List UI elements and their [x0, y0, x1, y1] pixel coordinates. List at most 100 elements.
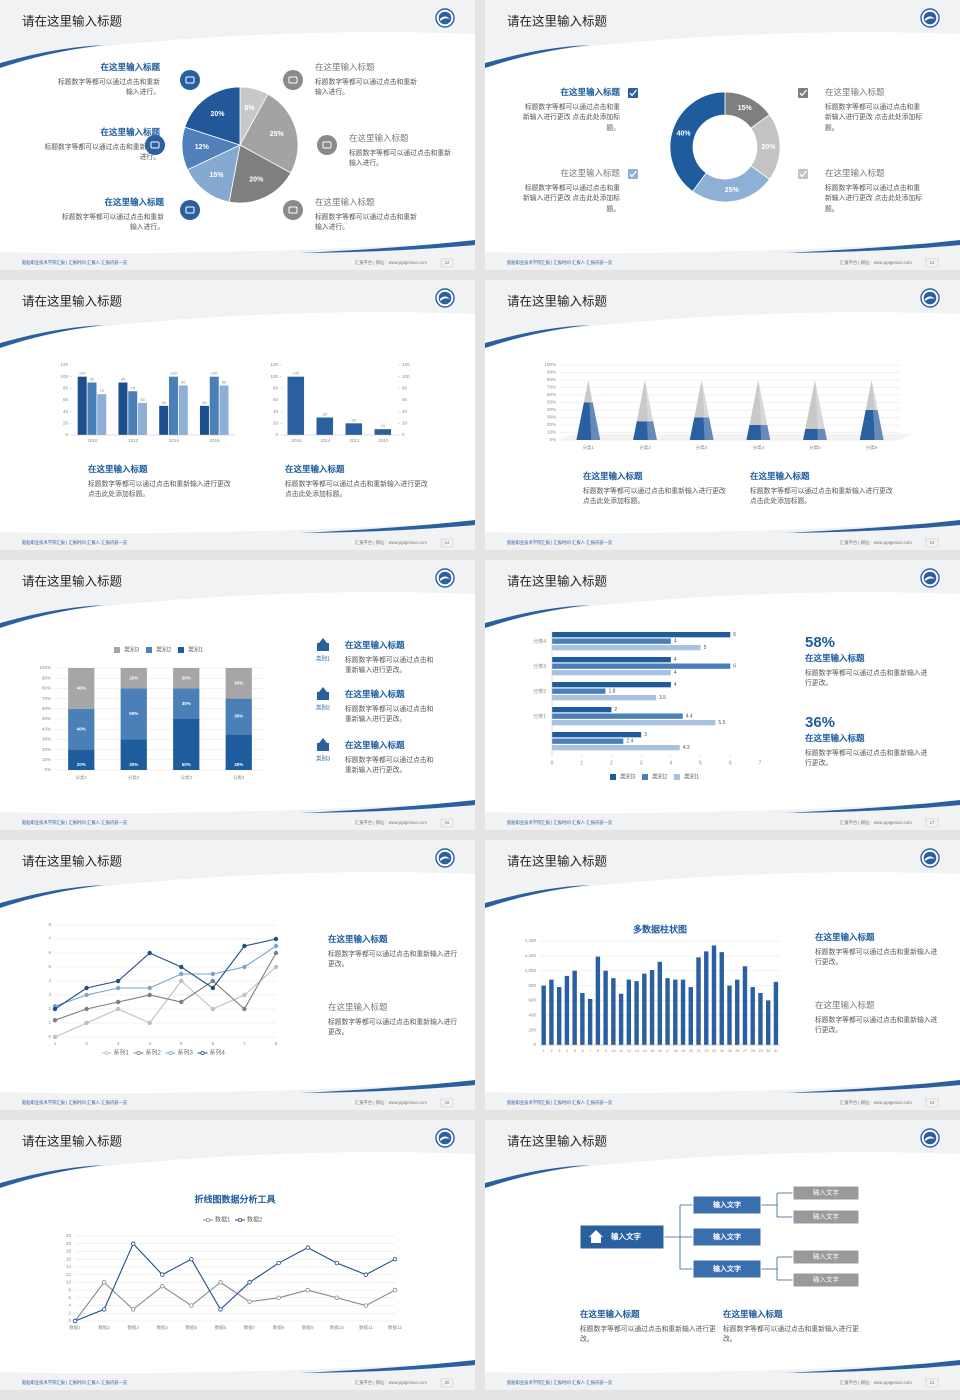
- line-marker: [115, 985, 121, 991]
- x-tick-label: 3: [640, 760, 643, 766]
- legend-swatch: [178, 647, 184, 653]
- y-tick-label: 90%: [42, 675, 51, 680]
- y-tick-label: 20: [402, 421, 408, 426]
- line-marker: [147, 992, 152, 998]
- page-number: 14: [445, 540, 450, 545]
- pyramid-shade: [817, 428, 827, 440]
- x-tick-label: 28: [751, 1049, 755, 1053]
- footer-band: [485, 522, 960, 550]
- line-marker: [130, 1307, 136, 1312]
- y-tick-label: 20: [63, 421, 69, 426]
- leaf-node: [792, 1185, 860, 1201]
- bar-segment: [68, 749, 95, 770]
- y-tick-label: 0: [402, 432, 405, 437]
- text-block: 在这里输入标题标题数字等都可以通过点击和重新输入进行更改。: [328, 933, 460, 971]
- block-heading: 在这里输入标题: [345, 640, 405, 650]
- y-tick-label: 10%: [42, 757, 51, 762]
- legend-label: 数据1: [215, 1216, 231, 1224]
- y-tick-label: 22: [66, 1233, 72, 1238]
- legend-marker: [136, 1050, 141, 1055]
- header-band: [485, 840, 960, 900]
- line-marker: [210, 1006, 216, 1012]
- block-body: 标题数字等都可以通过点击和重新输入进行更改。: [328, 950, 458, 969]
- line-marker: [179, 978, 184, 984]
- block-heading: 在这里输入标题: [580, 1309, 640, 1319]
- y-tick-label: 50%: [42, 716, 51, 721]
- root-label: 输入文字: [611, 1231, 641, 1241]
- line-marker: [84, 985, 89, 991]
- bar-label: 5: [704, 645, 707, 651]
- pyramid-segment: [583, 380, 593, 403]
- x-tick-label: 2: [85, 1041, 88, 1046]
- x-tick-label: 数据2: [98, 1324, 110, 1331]
- line-marker: [305, 1245, 310, 1250]
- y-tick-label: 70%: [547, 385, 556, 390]
- line-marker: [179, 971, 184, 977]
- footer-swoosh: [785, 240, 960, 253]
- x-tick-label: 11: [619, 1049, 623, 1053]
- page-box: [440, 258, 454, 268]
- text-block: 在这里输入标题标题数字等都可以通过点击和重新输入进行更改 点击此处添加标题。: [825, 86, 925, 135]
- block-body: 标题数字等都可以通过点击和重新输入进行更改 点击此处添加标题。: [88, 480, 231, 499]
- block-body: 标题数字等都可以通过点击和重新输入进行更改 点击此处添加标题。: [825, 184, 923, 214]
- y-tick-label: 100: [270, 374, 278, 379]
- chart: 0% 10% 20% 30% 40% 50% 60% 70% 80% 90% 100% 分类1 20% 4…: [39, 646, 265, 781]
- footer-band: [0, 1082, 475, 1110]
- legend-label: 类别3: [124, 646, 140, 654]
- bar: [735, 979, 740, 1045]
- branch-label: 输入文字: [713, 1232, 741, 1241]
- slide-title: 请在这里输入标题: [22, 853, 123, 868]
- block-heading: 在这里输入标题: [315, 62, 375, 72]
- line-marker: [101, 1307, 107, 1312]
- y-tick-label: 80: [273, 386, 279, 391]
- slide-title: 请在这里输入标题: [22, 1133, 123, 1148]
- block-body: 标题数字等都可以通过点击和重新输入进行更改。: [345, 656, 434, 675]
- bar-label: 6: [733, 663, 736, 669]
- block-heading: 在这里输入标题: [560, 168, 620, 178]
- y-tick-label: 12: [66, 1272, 72, 1277]
- checkmark: [799, 89, 808, 97]
- y-tick-label: 14: [66, 1264, 72, 1269]
- figure: 58%: [805, 634, 836, 651]
- line-marker: [273, 950, 279, 956]
- icon: [317, 692, 329, 700]
- pyramid-shade: [645, 380, 654, 422]
- page-number: 12: [445, 260, 450, 265]
- block-heading: 在这里输入标题: [583, 471, 643, 481]
- bar-segment: [173, 719, 200, 770]
- bar: [673, 979, 678, 1045]
- text-block: 在这里输入标题标题数字等都可以通过点击和重新输入进行更改。: [815, 999, 943, 1037]
- block-body: 标题数字等都可以通过点击和重新输入进行更改 点击此处添加标题。: [522, 103, 620, 133]
- header-band: [485, 0, 960, 60]
- footer-right: 汇报平台 | 网址：www.pptgenius.com: [355, 1099, 427, 1106]
- block-body: 标题数字等都可以通过点击和重新输入进行更改。: [345, 756, 434, 775]
- pyramid-segment: [803, 428, 827, 440]
- x-tick-label: 15: [650, 1049, 654, 1053]
- footer-left: 船舶职业技术学院汇报 | 汇报时间·汇报人·汇报内容一览: [22, 1379, 128, 1386]
- x-tick-label: 5: [574, 1049, 576, 1053]
- leaf-label: 输入文字: [813, 1188, 840, 1197]
- x-tick-label: 4: [148, 1041, 151, 1046]
- footer-swoosh: [300, 520, 475, 533]
- line-marker: [179, 964, 184, 970]
- footer-band: [0, 522, 475, 550]
- y-tick-label: 0%: [549, 437, 556, 442]
- block-heading: 在这里输入标题: [750, 471, 810, 481]
- x-tick-label: 分类5: [809, 444, 821, 451]
- bar-segment: [225, 734, 252, 770]
- x-tick-label: 31: [774, 1049, 778, 1053]
- pyramid-segment: [859, 410, 884, 440]
- header-band: [0, 1120, 475, 1180]
- bar-label: 2: [614, 707, 617, 713]
- footer-left: 船舶职业技术学院汇报 | 汇报时间·汇报人·汇报内容一览: [507, 1379, 613, 1386]
- block-body: 标题数字等都可以通过点击和重新输入进行更改 点击此处添加标题。: [522, 184, 620, 214]
- line-series: [54, 945, 277, 1007]
- line-series: [74, 1242, 396, 1322]
- legend-label: 类别2: [652, 773, 668, 781]
